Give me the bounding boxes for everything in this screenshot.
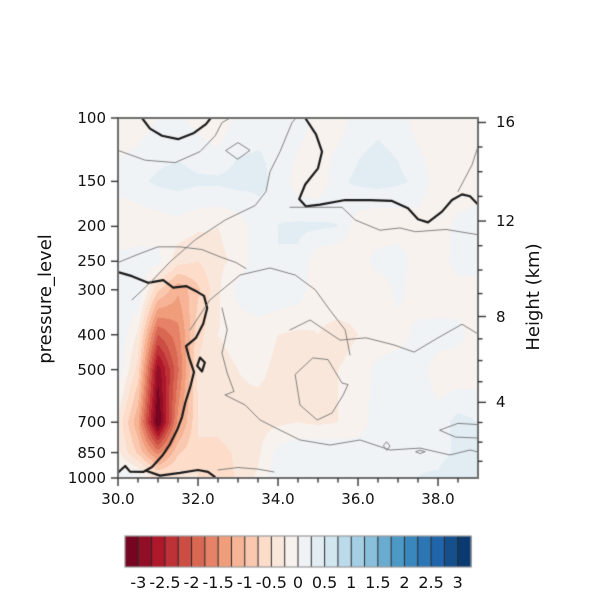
x-tick-label-30.0: 30.0 (101, 490, 135, 508)
y-tick-label-700: 700 (77, 413, 106, 432)
y-axis-title-pressure-level: pressure_level (35, 234, 56, 364)
colorbar-tick-label--1: -1 (236, 573, 253, 592)
y-axis-title-height-km: Height (km) (523, 243, 544, 351)
colorbar-tick-label--2: -2 (183, 573, 200, 592)
y-tick-label-150: 150 (77, 172, 106, 191)
y-tick-label-500: 500 (77, 360, 106, 379)
x-tick-label-34.0: 34.0 (261, 490, 295, 508)
y-tick-label-100: 100 (77, 109, 106, 127)
x-tick-label-36.0: 36.0 (341, 490, 375, 508)
colorbar-tick-label-0: 0 (292, 573, 304, 592)
colorbar-tick-label-1.5: 1.5 (365, 573, 391, 592)
colorbar-tick-label-2.5: 2.5 (418, 573, 444, 592)
y-tick-label-400: 400 (77, 325, 106, 344)
colorbar-tick-label-1: 1 (346, 573, 357, 592)
height-tick-label-8: 8 (496, 307, 506, 326)
height-tick-label-4: 4 (496, 393, 506, 412)
y-tick-label-200: 200 (77, 217, 106, 236)
colorbar-tick-label--2.5: -2.5 (149, 573, 181, 592)
colorbar-tick-label-2: 2 (399, 573, 410, 592)
colorbar-tick-label-3: 3 (452, 573, 463, 592)
height-tick-label-12: 12 (496, 212, 516, 231)
y-tick-label-1000: 1000 (67, 469, 106, 487)
colorbar-tick-label--0.5: -0.5 (255, 573, 287, 592)
colorbar-tick-label-0.5: 0.5 (311, 573, 338, 592)
colorbar-tick-label--3: -3 (130, 573, 147, 592)
y-tick-label-300: 300 (77, 280, 106, 299)
y-tick-label-850: 850 (77, 443, 106, 462)
x-tick-label-32.0: 32.0 (181, 490, 215, 508)
x-tick-label-38.0: 38.0 (421, 490, 455, 508)
colorbar-tick-label--1.5: -1.5 (202, 573, 234, 592)
y-tick-label-250: 250 (77, 252, 106, 271)
height-tick-label-16: 16 (496, 113, 516, 132)
